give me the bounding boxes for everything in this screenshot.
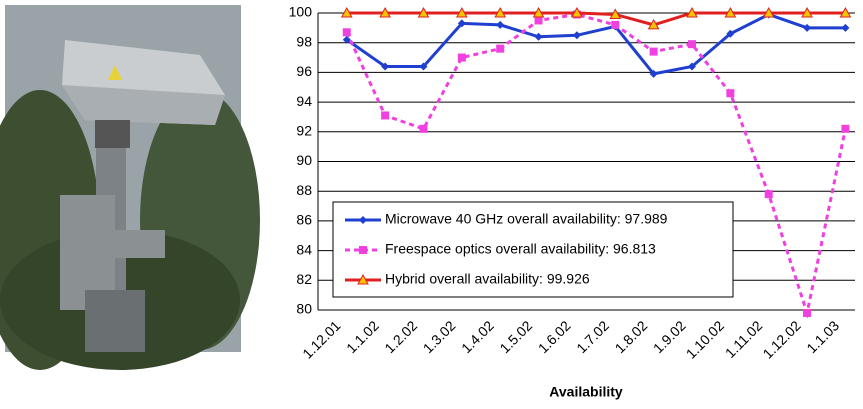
y-tick-label: 88 xyxy=(296,182,312,198)
point xyxy=(342,35,351,44)
point xyxy=(801,6,813,18)
point xyxy=(534,32,543,41)
point xyxy=(726,29,735,38)
point xyxy=(532,6,545,18)
point xyxy=(726,89,735,98)
point xyxy=(357,273,369,285)
point xyxy=(534,16,543,25)
point xyxy=(359,216,367,224)
x-tick-label: 1.3.02 xyxy=(420,317,459,356)
legend-label: Microwave 40 GHz overall availability: 9… xyxy=(385,211,668,227)
x-tick-label: 1.1.02 xyxy=(343,317,382,356)
point xyxy=(571,6,583,18)
x-tick-label: 1.6.02 xyxy=(535,317,574,356)
x-axis-label: Availability xyxy=(549,384,623,400)
point xyxy=(724,6,737,18)
series-line xyxy=(345,12,847,319)
point xyxy=(455,6,468,18)
point xyxy=(496,20,505,29)
point xyxy=(649,47,658,56)
point xyxy=(611,20,620,29)
point xyxy=(379,6,391,18)
y-tick-label: 100 xyxy=(289,4,313,20)
y-tick-label: 90 xyxy=(296,152,312,168)
y-tick-label: 80 xyxy=(296,301,312,317)
point xyxy=(687,40,696,49)
point xyxy=(841,23,850,32)
x-tick-label: 1.12.02 xyxy=(759,317,803,361)
point xyxy=(494,6,507,18)
y-tick-label: 98 xyxy=(296,33,312,49)
x-tick-label: 1.10.02 xyxy=(683,317,727,361)
point xyxy=(687,62,696,71)
point xyxy=(417,6,430,18)
point xyxy=(457,53,466,62)
point xyxy=(496,44,505,53)
point xyxy=(609,8,622,19)
point xyxy=(649,69,658,78)
y-tick-label: 84 xyxy=(296,241,312,257)
y-tick-label: 82 xyxy=(296,271,312,287)
y-tick-label: 92 xyxy=(296,123,312,139)
point xyxy=(340,6,353,18)
x-tick-label: 1.1.03 xyxy=(803,317,842,356)
point xyxy=(457,19,466,28)
point xyxy=(803,308,812,317)
point xyxy=(572,31,581,40)
y-tick-label: 96 xyxy=(296,63,312,79)
legend-label: Freespace optics overall availability: 9… xyxy=(385,241,656,257)
point xyxy=(839,6,852,18)
y-tick-label: 94 xyxy=(296,93,312,109)
x-tick-label: 1.7.02 xyxy=(573,317,612,356)
x-tick-label: 1.5.02 xyxy=(496,317,535,356)
series-line xyxy=(346,11,846,27)
x-tick-label: 1.12.01 xyxy=(299,317,343,361)
y-tick-label: 86 xyxy=(296,212,312,228)
point xyxy=(803,23,812,32)
point xyxy=(381,62,390,71)
x-tick-label: 1.2.02 xyxy=(381,317,420,356)
point xyxy=(762,6,775,18)
legend-label: Hybrid overall availability: 99.926 xyxy=(385,271,590,287)
x-tick-label: 1.4.02 xyxy=(458,317,497,356)
x-tick-label: 1.11.02 xyxy=(722,317,766,361)
point xyxy=(381,111,390,120)
point xyxy=(647,18,660,30)
x-tick-label: 1.8.02 xyxy=(612,317,651,356)
point xyxy=(359,246,367,254)
point xyxy=(686,6,698,18)
point xyxy=(419,62,428,71)
photo xyxy=(0,5,260,370)
point xyxy=(764,190,773,199)
legend-box xyxy=(332,201,734,298)
point xyxy=(342,28,351,37)
point xyxy=(841,124,850,133)
point xyxy=(419,124,428,133)
series-line xyxy=(345,12,846,76)
